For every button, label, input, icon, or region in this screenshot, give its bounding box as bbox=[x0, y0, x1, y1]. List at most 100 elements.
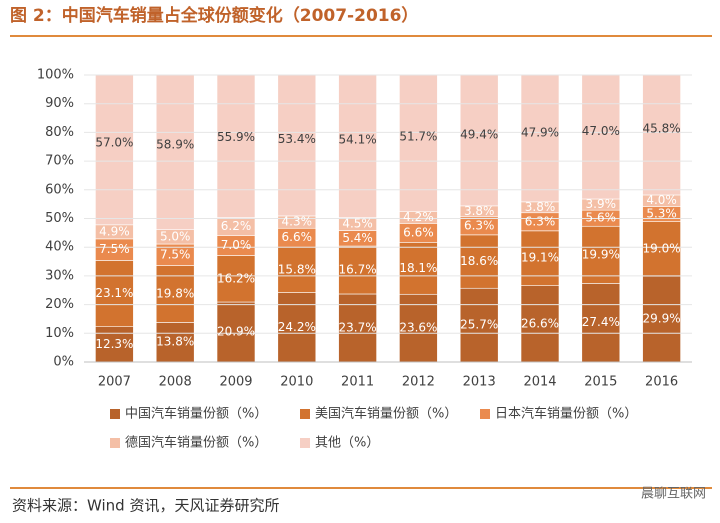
bar-segment bbox=[277, 75, 317, 217]
y-tick-label: 10% bbox=[45, 326, 74, 341]
value-label: 16.2% bbox=[217, 271, 255, 285]
y-tick-label: 60% bbox=[45, 182, 74, 197]
bar-segment bbox=[399, 75, 438, 212]
value-label: 7.5% bbox=[99, 242, 130, 256]
value-label: 19.0% bbox=[643, 241, 681, 255]
bar-segment bbox=[520, 230, 560, 286]
value-label: 5.6% bbox=[586, 211, 617, 225]
x-tick-label: 2009 bbox=[219, 375, 252, 390]
value-label: 15.8% bbox=[278, 262, 316, 276]
y-tick-label: 20% bbox=[45, 297, 74, 312]
legend-swatch bbox=[480, 409, 490, 419]
value-label: 49.4% bbox=[460, 127, 498, 141]
value-label: 3.8% bbox=[525, 200, 556, 214]
legend-label: 德国汽车销量份额（%） bbox=[125, 435, 267, 451]
value-label: 12.3% bbox=[95, 337, 133, 351]
bar-segment bbox=[216, 301, 256, 363]
value-label: 27.4% bbox=[582, 315, 620, 329]
x-tick-label: 2011 bbox=[341, 375, 374, 390]
value-label: 5.0% bbox=[160, 229, 191, 243]
x-tick-label: 2015 bbox=[584, 375, 617, 390]
bar-segment bbox=[155, 75, 195, 230]
bar-segment bbox=[95, 326, 134, 363]
value-label: 47.0% bbox=[582, 124, 620, 138]
bar-segment bbox=[459, 234, 499, 289]
value-label: 16.7% bbox=[339, 263, 377, 277]
value-label: 23.6% bbox=[399, 321, 437, 335]
value-label: 18.6% bbox=[460, 254, 498, 268]
value-label: 7.5% bbox=[160, 247, 191, 261]
value-label: 13.8% bbox=[156, 335, 194, 349]
value-label: 3.9% bbox=[586, 197, 617, 211]
watermark: 晨聊互联网 bbox=[641, 487, 706, 502]
bar-segment bbox=[338, 75, 377, 218]
chart-title: 图 2：中国汽车销量占全球份额变化（2007-2016） bbox=[10, 5, 418, 26]
value-label: 4.0% bbox=[646, 193, 677, 207]
value-label: 58.9% bbox=[156, 138, 194, 152]
legend-swatch bbox=[110, 438, 120, 448]
x-tick-label: 2007 bbox=[98, 375, 131, 390]
bar-segment bbox=[95, 75, 134, 226]
y-tick-label: 50% bbox=[45, 211, 74, 226]
value-label: 6.3% bbox=[464, 218, 495, 232]
legend-swatch bbox=[110, 409, 120, 419]
value-label: 47.9% bbox=[521, 126, 559, 140]
value-label: 19.9% bbox=[582, 247, 620, 261]
y-tick-label: 0% bbox=[53, 355, 74, 370]
bar-segment bbox=[520, 75, 560, 203]
bar-segment bbox=[520, 285, 560, 363]
legend-label: 日本汽车销量份额（%） bbox=[495, 406, 637, 422]
bar-segment bbox=[459, 287, 499, 363]
value-label: 23.1% bbox=[95, 286, 133, 300]
value-label: 4.9% bbox=[99, 224, 130, 238]
value-label: 4.5% bbox=[342, 217, 373, 231]
y-tick-label: 90% bbox=[45, 96, 74, 111]
value-label: 18.1% bbox=[399, 261, 437, 275]
value-label: 19.1% bbox=[521, 251, 559, 265]
y-tick-label: 100% bbox=[37, 68, 74, 83]
value-label: 55.9% bbox=[217, 130, 255, 144]
bar-segment bbox=[338, 293, 377, 363]
bar-segment bbox=[399, 293, 438, 363]
bar-segment bbox=[277, 246, 317, 293]
x-tick-label: 2008 bbox=[159, 375, 192, 390]
value-label: 54.1% bbox=[339, 133, 377, 147]
value-label: 24.2% bbox=[278, 320, 316, 334]
bar-segment bbox=[216, 75, 256, 218]
bar-segment bbox=[399, 242, 438, 295]
bar-segment bbox=[581, 225, 621, 284]
value-label: 26.6% bbox=[521, 316, 559, 330]
bar-segment bbox=[581, 75, 621, 200]
bar-segment bbox=[216, 255, 256, 303]
y-tick-label: 30% bbox=[45, 268, 74, 283]
value-label: 25.7% bbox=[460, 318, 498, 332]
legend-label: 美国汽车销量份额（%） bbox=[315, 406, 457, 422]
value-label: 51.7% bbox=[399, 130, 437, 144]
value-label: 57.0% bbox=[95, 136, 133, 150]
value-label: 20.9% bbox=[217, 325, 255, 339]
x-tick-label: 2016 bbox=[645, 375, 678, 390]
y-tick-label: 80% bbox=[45, 125, 74, 140]
x-tick-label: 2013 bbox=[463, 375, 496, 390]
value-label: 19.8% bbox=[156, 286, 194, 300]
bar-segment bbox=[581, 283, 621, 363]
bar-segment bbox=[642, 75, 681, 196]
bar-segment bbox=[338, 245, 377, 295]
value-label: 45.8% bbox=[643, 122, 681, 136]
value-label: 6.6% bbox=[282, 230, 313, 244]
bar-segment bbox=[459, 75, 499, 207]
value-label: 53.4% bbox=[278, 132, 316, 146]
value-label: 5.3% bbox=[646, 207, 677, 221]
value-label: 4.3% bbox=[282, 215, 313, 229]
value-label: 29.9% bbox=[643, 312, 681, 326]
legend-label: 中国汽车销量份额（%） bbox=[125, 406, 267, 422]
x-tick-label: 2012 bbox=[402, 375, 435, 390]
bar-segment bbox=[642, 275, 681, 363]
legend-swatch bbox=[300, 438, 310, 448]
value-label: 6.6% bbox=[403, 225, 434, 239]
value-label: 3.8% bbox=[464, 204, 495, 218]
y-tick-label: 40% bbox=[45, 240, 74, 255]
value-label: 23.7% bbox=[339, 320, 377, 334]
y-tick-label: 70% bbox=[45, 154, 74, 169]
